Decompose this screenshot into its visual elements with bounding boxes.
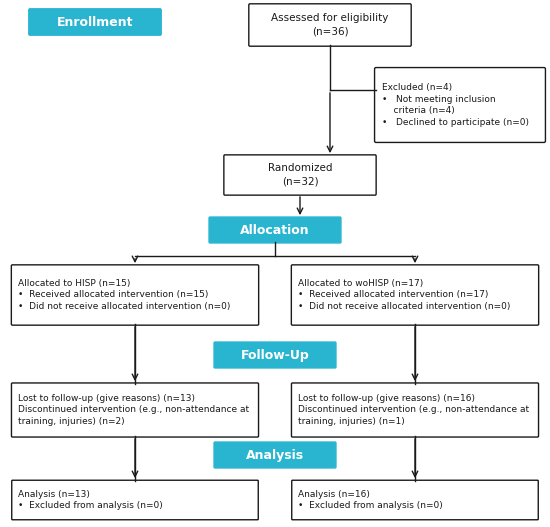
FancyBboxPatch shape [12, 480, 258, 520]
FancyBboxPatch shape [29, 9, 161, 35]
FancyBboxPatch shape [12, 265, 258, 325]
Text: Analysis (n=16)
•  Excluded from analysis (n=0): Analysis (n=16) • Excluded from analysis… [299, 490, 443, 511]
FancyBboxPatch shape [214, 342, 336, 368]
FancyBboxPatch shape [12, 383, 258, 437]
FancyBboxPatch shape [292, 383, 538, 437]
FancyBboxPatch shape [292, 480, 538, 520]
Text: Allocation: Allocation [240, 223, 310, 237]
Text: Lost to follow-up (give reasons) (n=16)
Discontinued intervention (e.g., non-att: Lost to follow-up (give reasons) (n=16) … [299, 394, 530, 426]
Text: Enrollment: Enrollment [57, 15, 133, 28]
Text: Allocated to HISP (n=15)
•  Received allocated intervention (n=15)
•  Did not re: Allocated to HISP (n=15) • Received allo… [19, 279, 231, 311]
FancyBboxPatch shape [214, 442, 336, 468]
Text: Analysis (n=13)
•  Excluded from analysis (n=0): Analysis (n=13) • Excluded from analysis… [19, 490, 163, 511]
Text: Assessed for eligibility
(n=36): Assessed for eligibility (n=36) [271, 13, 389, 36]
Text: Analysis: Analysis [246, 448, 304, 462]
FancyBboxPatch shape [375, 67, 546, 142]
Text: Excluded (n=4)
•   Not meeting inclusion
    criteria (n=4)
•   Declined to part: Excluded (n=4) • Not meeting inclusion c… [382, 83, 529, 127]
FancyBboxPatch shape [209, 217, 341, 243]
Text: Lost to follow-up (give reasons) (n=13)
Discontinued intervention (e.g., non-att: Lost to follow-up (give reasons) (n=13) … [19, 394, 250, 426]
FancyBboxPatch shape [249, 4, 411, 46]
Text: Allocated to woHISP (n=17)
•  Received allocated intervention (n=17)
•  Did not : Allocated to woHISP (n=17) • Received al… [299, 279, 511, 311]
FancyBboxPatch shape [224, 155, 376, 195]
FancyBboxPatch shape [292, 265, 538, 325]
Text: Follow-Up: Follow-Up [241, 348, 309, 362]
Text: Randomized
(n=32): Randomized (n=32) [268, 163, 332, 187]
